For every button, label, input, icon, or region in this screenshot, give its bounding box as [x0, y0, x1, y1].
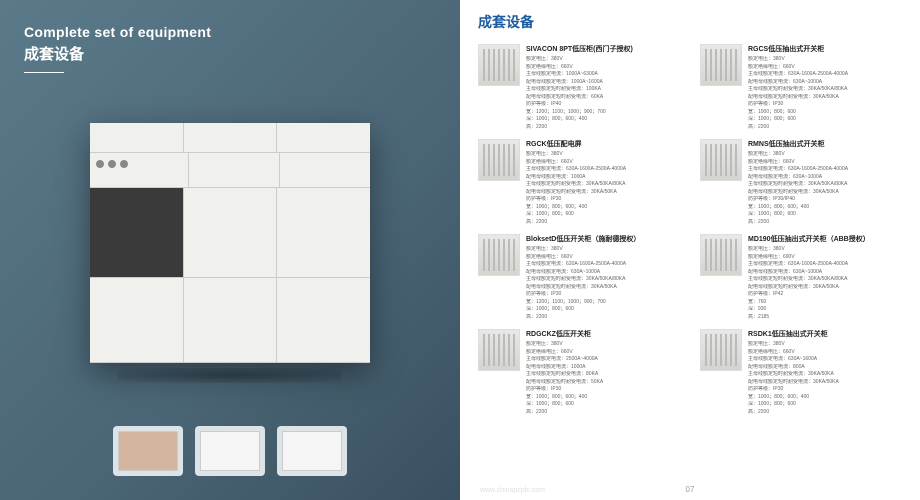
thumb-3	[277, 426, 347, 476]
product-name: RDGCKZ低压开关柜	[526, 329, 680, 339]
title-divider	[24, 72, 64, 73]
product-image	[700, 329, 742, 371]
product-name: BloksetD低压开关柜（施耐德授权）	[526, 234, 680, 244]
product-grid: SIVACON 8PT低压柜(西门子授权) 额定电压：380V额定绝缘电压：66…	[478, 44, 902, 416]
product-info: RMNS低压抽出式开关柜 额定电压：380V额定绝缘电压：660V主母线额定电流…	[748, 139, 902, 226]
product-image	[478, 234, 520, 276]
product-image	[478, 44, 520, 86]
watermark: www.chinapcplc.com	[480, 487, 545, 494]
product-info: RDGCKZ低压开关柜 额定电压：380V额定绝缘电压：660V主母线额定电流：…	[526, 329, 680, 416]
right-page: 成套设备 SIVACON 8PT低压柜(西门子授权) 额定电压：380V额定绝缘…	[460, 0, 920, 500]
product-name: RMNS低压抽出式开关柜	[748, 139, 902, 149]
thumbnails	[113, 426, 347, 476]
product-specs: 额定电压：380V额定绝缘电压：660V主母线额定电流：630A~1600A配电…	[748, 341, 902, 416]
product-name: SIVACON 8PT低压柜(西门子授权)	[526, 44, 680, 54]
product-item: RMNS低压抽出式开关柜 额定电压：380V额定绝缘电压：660V主母线额定电流…	[700, 139, 902, 226]
product-specs: 额定电压：380V额定绝缘电压：660V主母线额定电流：630A-1600A-2…	[526, 151, 680, 226]
title-cn: 成套设备	[24, 43, 436, 64]
product-item: RGCK低压配电屏 额定电压：380V额定绝缘电压：660V主母线额定电流：63…	[478, 139, 680, 226]
product-specs: 额定电压：380V额定绝缘电压：690V主母线额定电流：630A-1600A-2…	[748, 246, 902, 321]
product-specs: 额定电压：380V额定绝缘电压：660V主母线额定电流：2500A~4000A配…	[526, 341, 680, 416]
title-en: Complete set of equipment	[24, 24, 436, 40]
product-item: SIVACON 8PT低压柜(西门子授权) 额定电压：380V额定绝缘电压：66…	[478, 44, 680, 131]
product-image	[700, 234, 742, 276]
product-info: BloksetD低压开关柜（施耐德授权） 额定电压：380V额定绝缘电压：660…	[526, 234, 680, 321]
product-specs: 额定电压：380V额定绝缘电压：660V主母线额定电流：630A-1600A-2…	[748, 56, 902, 131]
product-info: RGCK低压配电屏 额定电压：380V额定绝缘电压：660V主母线额定电流：63…	[526, 139, 680, 226]
product-image	[700, 139, 742, 181]
product-image	[478, 329, 520, 371]
product-name: RSDK1低压抽出式开关柜	[748, 329, 902, 339]
product-item: RSDK1低压抽出式开关柜 额定电压：380V额定绝缘电压：660V主母线额定电…	[700, 329, 902, 416]
product-item: BloksetD低压开关柜（施耐德授权） 额定电压：380V额定绝缘电压：660…	[478, 234, 680, 321]
product-info: SIVACON 8PT低压柜(西门子授权) 额定电压：380V额定绝缘电压：66…	[526, 44, 680, 131]
product-specs: 额定电压：380V额定绝缘电压：660V主母线额定电流：1000A~6300A配…	[526, 56, 680, 131]
left-page: Complete set of equipment 成套设备	[0, 0, 460, 500]
right-title: 成套设备	[478, 12, 902, 32]
product-info: MD190低压抽出式开关柜（ABB授权） 额定电压：380V额定绝缘电压：690…	[748, 234, 902, 321]
product-name: RGCK低压配电屏	[526, 139, 680, 149]
product-item: MD190低压抽出式开关柜（ABB授权） 额定电压：380V额定绝缘电压：690…	[700, 234, 902, 321]
thumb-2	[195, 426, 265, 476]
product-image	[700, 44, 742, 86]
product-name: MD190低压抽出式开关柜（ABB授权）	[748, 234, 902, 244]
product-specs: 额定电压：380V额定绝缘电压：660V主母线额定电流：630A-1600A-2…	[526, 246, 680, 321]
product-image	[478, 139, 520, 181]
product-item: RDGCKZ低压开关柜 额定电压：380V额定绝缘电压：660V主母线额定电流：…	[478, 329, 680, 416]
product-item: RGCS低压抽出式开关柜 额定电压：380V额定绝缘电压：660V主母线额定电流…	[700, 44, 902, 131]
page-number: 07	[686, 485, 695, 494]
product-name: RGCS低压抽出式开关柜	[748, 44, 902, 54]
product-info: RSDK1低压抽出式开关柜 额定电压：380V额定绝缘电压：660V主母线额定电…	[748, 329, 902, 416]
product-info: RGCS低压抽出式开关柜 额定电压：380V额定绝缘电压：660V主母线额定电流…	[748, 44, 902, 131]
product-specs: 额定电压：380V额定绝缘电压：660V主母线额定电流：630A-1600A-2…	[748, 151, 902, 226]
main-product-image	[90, 123, 370, 363]
thumb-1	[113, 426, 183, 476]
